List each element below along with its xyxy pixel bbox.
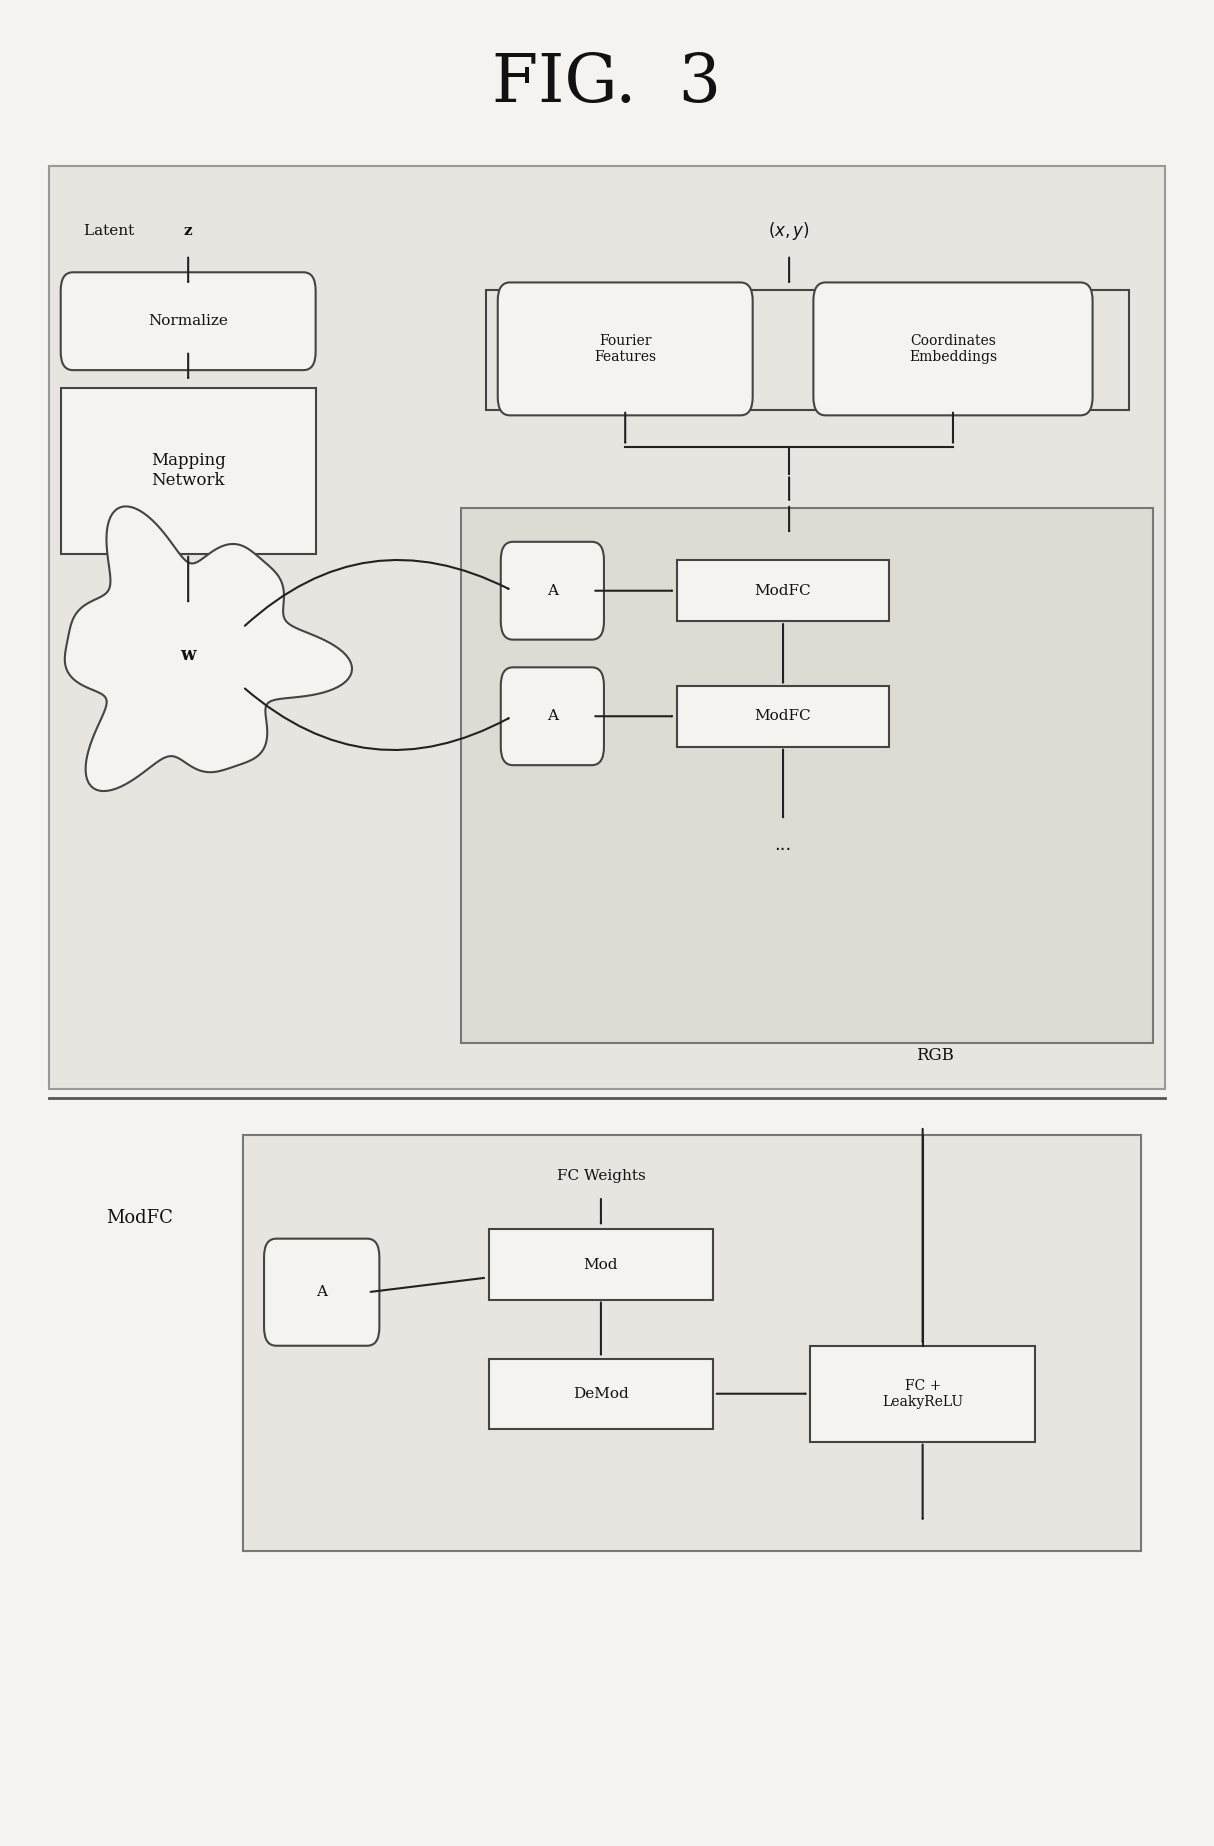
Bar <box>488 1229 713 1300</box>
FancyBboxPatch shape <box>263 1239 379 1346</box>
Bar <box>61 388 316 554</box>
Text: w: w <box>181 646 195 665</box>
Bar <box>810 1346 1034 1442</box>
Text: z: z <box>183 223 193 238</box>
Text: RGB: RGB <box>915 1047 954 1065</box>
Text: ModFC: ModFC <box>755 583 811 598</box>
Text: $(x, y)$: $(x, y)$ <box>768 220 810 242</box>
Bar <box>461 508 1153 1043</box>
Text: A: A <box>546 583 558 598</box>
Polygon shape <box>64 506 352 792</box>
Text: Latent: Latent <box>85 223 140 238</box>
Text: Coordinates
Embeddings: Coordinates Embeddings <box>909 334 997 364</box>
FancyBboxPatch shape <box>813 282 1093 415</box>
Text: DeMod: DeMod <box>573 1386 629 1401</box>
Bar <box>486 290 1129 410</box>
Bar <box>676 685 889 746</box>
Text: A: A <box>316 1285 328 1300</box>
Text: FC +
LeakyReLU: FC + LeakyReLU <box>883 1379 963 1408</box>
Text: Fourier
Features: Fourier Features <box>594 334 657 364</box>
FancyBboxPatch shape <box>500 541 603 641</box>
Bar <box>488 1359 713 1429</box>
FancyBboxPatch shape <box>498 282 753 415</box>
Text: ModFC: ModFC <box>106 1209 174 1228</box>
Text: Mapping
Network: Mapping Network <box>151 452 226 489</box>
Text: A: A <box>546 709 558 724</box>
Text: ...: ... <box>775 836 792 855</box>
FancyBboxPatch shape <box>61 271 316 371</box>
Bar <box>676 559 889 620</box>
Text: Normalize: Normalize <box>148 314 228 329</box>
Text: ModFC: ModFC <box>755 709 811 724</box>
Text: Mod: Mod <box>584 1257 618 1272</box>
Bar <box>243 1135 1141 1551</box>
Text: FIG.  3: FIG. 3 <box>493 50 721 116</box>
Bar <box>49 166 1165 1089</box>
FancyBboxPatch shape <box>500 668 603 764</box>
Text: FC Weights: FC Weights <box>556 1169 646 1183</box>
